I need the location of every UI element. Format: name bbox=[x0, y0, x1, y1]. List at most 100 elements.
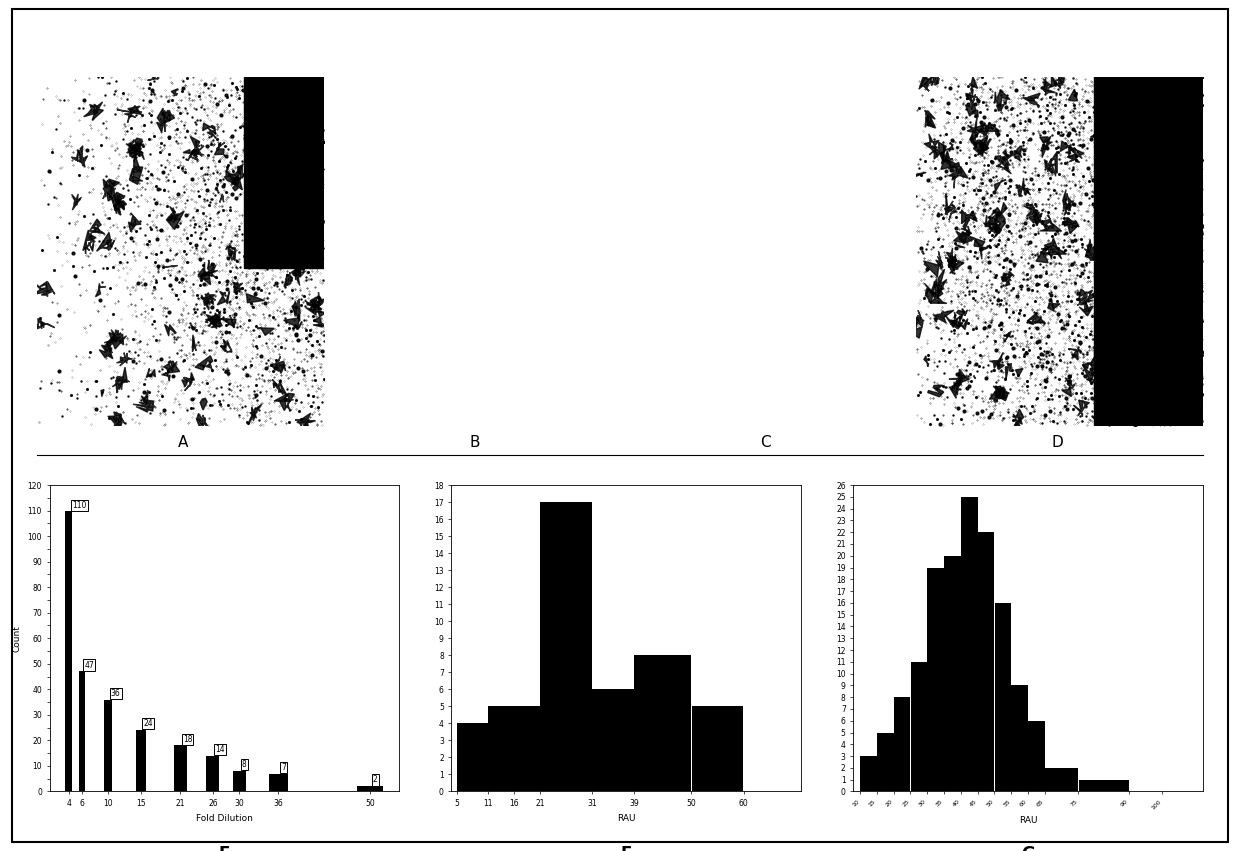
Polygon shape bbox=[973, 375, 976, 379]
Polygon shape bbox=[148, 66, 159, 80]
Bar bbox=[977, 532, 994, 791]
Polygon shape bbox=[83, 231, 95, 251]
Polygon shape bbox=[975, 238, 988, 260]
Polygon shape bbox=[205, 315, 219, 327]
Text: B: B bbox=[469, 435, 480, 450]
Bar bbox=[593, 689, 634, 791]
Polygon shape bbox=[1101, 410, 1121, 424]
Polygon shape bbox=[306, 300, 322, 315]
Polygon shape bbox=[215, 142, 224, 155]
Polygon shape bbox=[993, 386, 1009, 401]
Y-axis label: Count: Count bbox=[12, 625, 22, 652]
Polygon shape bbox=[126, 143, 144, 162]
Polygon shape bbox=[945, 248, 957, 271]
Polygon shape bbox=[273, 110, 294, 130]
Bar bbox=[877, 733, 894, 791]
Polygon shape bbox=[990, 386, 1006, 402]
Polygon shape bbox=[949, 209, 957, 220]
Bar bbox=[357, 786, 383, 791]
Polygon shape bbox=[291, 266, 301, 277]
Text: 24: 24 bbox=[144, 719, 153, 728]
Polygon shape bbox=[1162, 91, 1176, 107]
Polygon shape bbox=[1052, 74, 1064, 89]
Polygon shape bbox=[269, 106, 283, 117]
Polygon shape bbox=[1136, 374, 1149, 380]
Text: D: D bbox=[1052, 435, 1063, 450]
Polygon shape bbox=[291, 83, 306, 89]
Polygon shape bbox=[102, 390, 104, 397]
Bar bbox=[910, 662, 928, 791]
X-axis label: Fold Dilution: Fold Dilution bbox=[196, 814, 253, 823]
Polygon shape bbox=[315, 160, 330, 173]
Polygon shape bbox=[281, 237, 301, 256]
Polygon shape bbox=[1156, 403, 1168, 418]
Polygon shape bbox=[994, 150, 1014, 174]
Polygon shape bbox=[1001, 203, 1007, 214]
Polygon shape bbox=[284, 315, 303, 328]
Polygon shape bbox=[192, 334, 196, 351]
Polygon shape bbox=[913, 173, 926, 178]
Polygon shape bbox=[1183, 409, 1190, 420]
Polygon shape bbox=[932, 269, 947, 299]
Polygon shape bbox=[1136, 151, 1156, 170]
Polygon shape bbox=[117, 352, 133, 366]
Polygon shape bbox=[947, 256, 963, 273]
Polygon shape bbox=[1121, 196, 1137, 214]
Polygon shape bbox=[990, 352, 1004, 369]
Polygon shape bbox=[97, 232, 114, 251]
Polygon shape bbox=[196, 414, 208, 436]
Bar bbox=[1045, 768, 1079, 791]
Polygon shape bbox=[1016, 368, 1023, 377]
Text: 36: 36 bbox=[110, 688, 120, 698]
Polygon shape bbox=[1142, 101, 1153, 118]
X-axis label: RAU: RAU bbox=[618, 814, 635, 823]
Polygon shape bbox=[925, 281, 937, 304]
Polygon shape bbox=[1061, 374, 1075, 397]
Polygon shape bbox=[1006, 363, 1013, 380]
Text: 2: 2 bbox=[373, 775, 377, 785]
Polygon shape bbox=[1011, 409, 1024, 431]
Polygon shape bbox=[1016, 178, 1030, 197]
Polygon shape bbox=[272, 140, 280, 146]
Polygon shape bbox=[1061, 218, 1079, 233]
Polygon shape bbox=[956, 310, 967, 316]
Polygon shape bbox=[224, 170, 241, 191]
Polygon shape bbox=[970, 136, 978, 148]
Polygon shape bbox=[1027, 314, 1044, 324]
Polygon shape bbox=[1097, 315, 1101, 323]
Polygon shape bbox=[187, 151, 200, 161]
Polygon shape bbox=[983, 213, 998, 230]
Bar bbox=[928, 568, 944, 791]
Polygon shape bbox=[924, 134, 946, 161]
Polygon shape bbox=[1184, 291, 1199, 306]
Polygon shape bbox=[1029, 212, 1042, 226]
Polygon shape bbox=[977, 123, 999, 136]
Polygon shape bbox=[117, 106, 143, 123]
Polygon shape bbox=[1121, 113, 1128, 121]
Polygon shape bbox=[146, 368, 155, 378]
Polygon shape bbox=[1190, 300, 1204, 331]
Polygon shape bbox=[950, 314, 962, 329]
Polygon shape bbox=[1164, 330, 1176, 351]
Polygon shape bbox=[967, 117, 985, 142]
Polygon shape bbox=[1040, 136, 1053, 157]
Polygon shape bbox=[1138, 102, 1154, 127]
Polygon shape bbox=[972, 111, 978, 117]
Polygon shape bbox=[924, 261, 939, 277]
Bar bbox=[1079, 780, 1128, 791]
Polygon shape bbox=[184, 136, 205, 157]
Polygon shape bbox=[1040, 78, 1055, 94]
Polygon shape bbox=[291, 299, 300, 322]
Polygon shape bbox=[1180, 86, 1190, 106]
Text: G: G bbox=[1022, 845, 1035, 851]
Polygon shape bbox=[1167, 410, 1179, 427]
Polygon shape bbox=[305, 178, 317, 191]
Polygon shape bbox=[71, 146, 88, 168]
Polygon shape bbox=[994, 223, 999, 233]
Polygon shape bbox=[273, 380, 288, 397]
Bar bbox=[78, 671, 86, 791]
Polygon shape bbox=[928, 386, 944, 397]
Polygon shape bbox=[129, 153, 143, 185]
Polygon shape bbox=[992, 208, 1006, 237]
Polygon shape bbox=[1040, 214, 1061, 231]
